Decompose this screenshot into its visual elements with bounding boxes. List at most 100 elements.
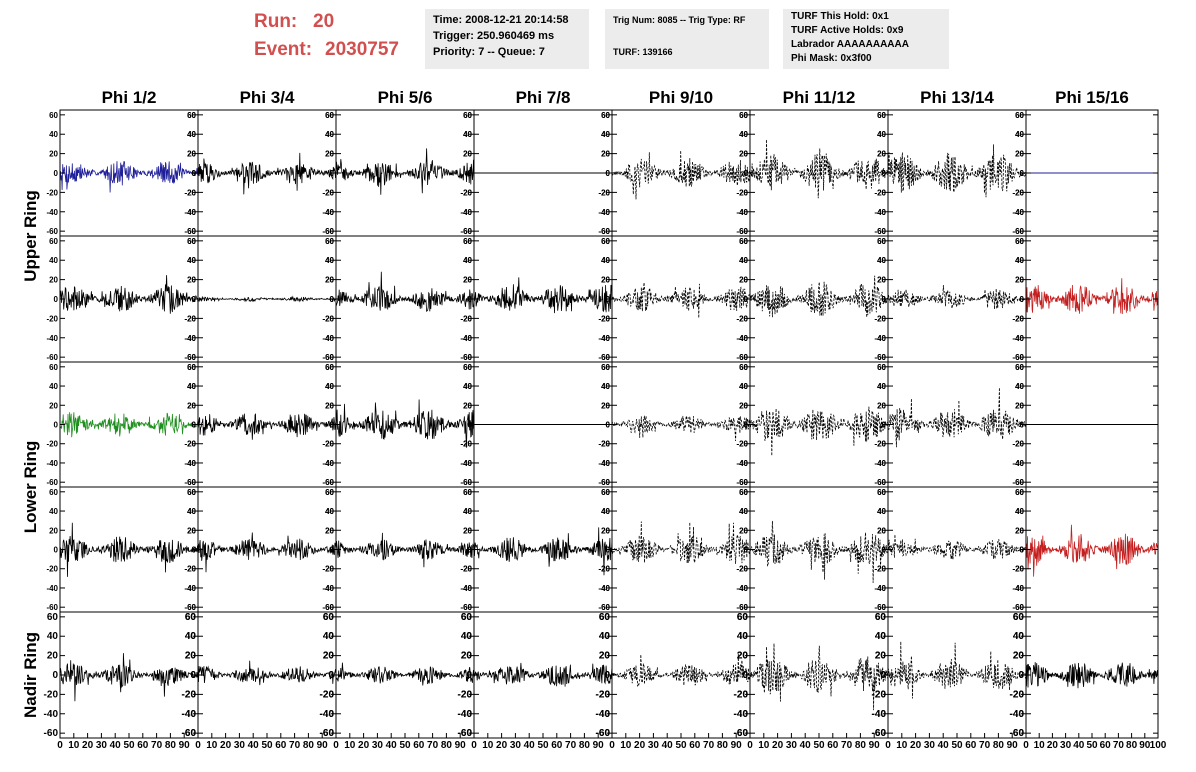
waveform-trace — [335, 148, 475, 195]
y-tick-label: 40 — [325, 382, 334, 391]
x-tick-label: 70 — [979, 740, 991, 751]
y-tick-label: -40 — [598, 334, 610, 343]
column-title: Phi 9/10 — [648, 88, 714, 107]
y-tick-label: -60 — [734, 728, 749, 739]
x-tick-label: 90 — [731, 740, 743, 751]
x-tick-label: 20 — [634, 740, 646, 751]
y-tick-label: -60 — [736, 478, 748, 487]
y-tick-label: 60 — [739, 363, 748, 372]
y-tick-label: 40 — [187, 382, 196, 391]
column-title: Phi 15/16 — [1055, 88, 1129, 107]
y-tick-label: 0 — [468, 169, 473, 178]
y-tick-label: -60 — [322, 478, 334, 487]
y-tick-label: 0 — [192, 421, 197, 430]
y-tick-label: -40 — [322, 584, 334, 593]
y-tick-label: 0 — [882, 169, 887, 178]
y-tick-label: -40 — [1012, 208, 1024, 217]
y-tick-label: 0 — [54, 421, 59, 430]
panel-frame — [59, 486, 199, 613]
y-tick-label: 20 — [739, 526, 748, 535]
y-tick-label: 40 — [187, 507, 196, 516]
y-tick-label: 0 — [466, 670, 472, 681]
x-tick-label: 60 — [1100, 740, 1112, 751]
y-tick-label: -60 — [44, 728, 59, 739]
y-tick-label: -60 — [322, 227, 334, 236]
x-tick-label: 70 — [841, 740, 853, 751]
y-tick-label: -20 — [1012, 565, 1024, 574]
y-tick-label: 0 — [880, 670, 886, 681]
waveform-trace — [611, 653, 751, 688]
column-title: Phi 1/2 — [101, 88, 157, 107]
y-tick-label: 40 — [1015, 256, 1024, 265]
y-tick-label: 40 — [877, 507, 886, 516]
y-tick-label: -60 — [322, 603, 334, 612]
y-tick-label: 40 — [1015, 256, 1024, 265]
y-tick-label: -60 — [46, 603, 58, 612]
y-tick-label: -40 — [460, 459, 472, 468]
time-info-box: Time: 2008-12-21 20:14:58 Trigger: 250.9… — [425, 9, 589, 69]
waveform-trace — [749, 275, 889, 318]
y-tick-label: 20 — [187, 526, 196, 535]
y-tick-label: -60 — [460, 227, 472, 236]
y-tick-label: -40 — [46, 208, 58, 217]
y-tick-label: -60 — [736, 603, 748, 612]
y-tick-label: -20 — [322, 314, 334, 323]
y-tick-label: -40 — [46, 584, 58, 593]
y-tick-label: -40 — [458, 709, 473, 720]
y-tick-label: 40 — [187, 256, 196, 265]
x-tick-label: 40 — [524, 740, 536, 751]
y-tick-label: -60 — [184, 353, 196, 362]
y-tick-label: 0 — [1020, 169, 1025, 178]
y-tick-label: -20 — [182, 689, 197, 700]
y-tick-label: 60 — [463, 111, 472, 120]
y-tick-label: -40 — [1012, 208, 1024, 217]
y-tick-label: 0 — [1020, 421, 1025, 430]
y-tick-label: -60 — [1012, 603, 1024, 612]
x-tick-label: 30 — [510, 740, 522, 751]
y-tick-label: 40 — [1015, 507, 1024, 516]
y-tick-label: -20 — [598, 440, 610, 449]
x-tick-label: 0 — [747, 740, 753, 751]
y-tick-label: 0 — [882, 169, 887, 178]
y-tick-label: -40 — [182, 709, 197, 720]
y-tick-label: 40 — [461, 631, 473, 642]
y-tick-label: 20 — [1015, 150, 1024, 159]
y-tick-label: 40 — [461, 631, 473, 642]
y-tick-label: 20 — [877, 150, 886, 159]
y-tick-label: -20 — [1010, 689, 1025, 700]
y-tick-label: 20 — [877, 401, 886, 410]
y-tick-label: -20 — [598, 188, 610, 197]
waveform-trace — [611, 415, 751, 442]
x-tick-label: 90 — [1139, 740, 1151, 751]
y-tick-label: 60 — [877, 363, 886, 372]
waveform-trace — [1025, 524, 1159, 577]
y-tick-label: -20 — [598, 314, 610, 323]
y-tick-label: -40 — [874, 584, 886, 593]
panel-frame — [749, 235, 889, 363]
run-value: 20 — [313, 11, 335, 32]
y-tick-label: -40 — [1010, 709, 1025, 720]
y-tick-label: 0 — [744, 295, 749, 304]
y-tick-label: -20 — [872, 689, 887, 700]
y-tick-label: 0 — [54, 169, 59, 178]
y-tick-label: -60 — [460, 353, 472, 362]
y-tick-label: 60 — [739, 111, 748, 120]
waveform-trace — [473, 527, 613, 576]
y-tick-label: 20 — [323, 651, 335, 662]
y-tick-label: 40 — [601, 256, 610, 265]
y-tick-label: -60 — [182, 728, 197, 739]
priority-line: Priority: 7 -- Queue: 7 — [433, 46, 545, 58]
y-tick-label: 0 — [330, 295, 335, 304]
column-title: Phi 3/4 — [239, 88, 295, 107]
y-tick-label: 20 — [601, 276, 610, 285]
y-tick-label: -40 — [1012, 459, 1024, 468]
y-tick-label: -60 — [596, 728, 611, 739]
y-tick-label: -60 — [320, 728, 335, 739]
y-tick-label: 20 — [599, 651, 611, 662]
y-tick-label: 20 — [737, 651, 749, 662]
y-tick-label: -40 — [182, 709, 197, 720]
x-tick-label: 40 — [1073, 740, 1085, 751]
y-tick-label: 0 — [1020, 421, 1025, 430]
y-tick-label: -20 — [874, 314, 886, 323]
x-tick-label: 40 — [110, 740, 122, 751]
